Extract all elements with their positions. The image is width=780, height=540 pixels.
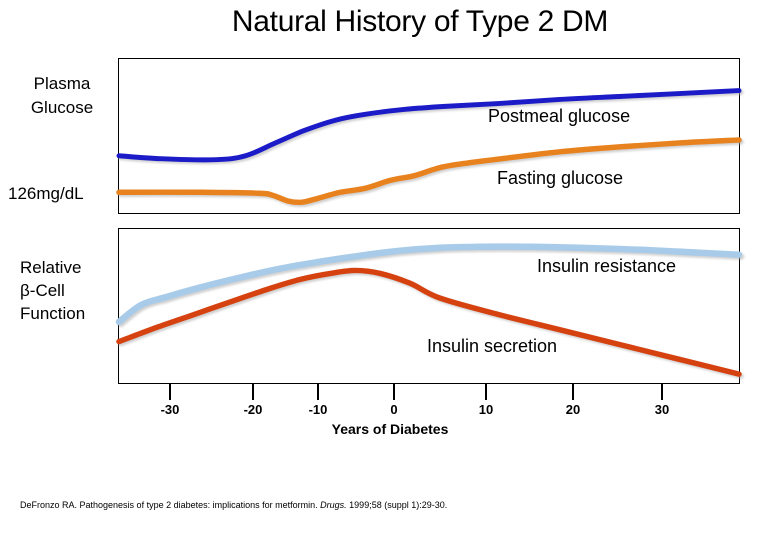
x-tick-label--30: -30	[160, 402, 180, 417]
x-tick-label--10: -10	[308, 402, 328, 417]
citation: DeFronzo RA. Pathogenesis of type 2 diab…	[20, 500, 447, 510]
x-tick-label-20: 20	[565, 402, 581, 417]
slide-title: Natural History of Type 2 DM	[231, 5, 609, 38]
beta-cell-chart	[115, 243, 743, 377]
plasma-glucose-chart	[116, 88, 742, 206]
fasting-glucose-curve	[116, 137, 742, 206]
insulin-secretion-curve	[116, 267, 742, 377]
postmeal-glucose-curve	[116, 88, 742, 163]
insulin-resistance-curve	[115, 243, 743, 326]
x-axis-title: Years of Diabetes	[331, 421, 449, 437]
x-tick-20	[572, 383, 574, 400]
x-tick--20	[252, 383, 254, 400]
plasma-glucose-panel: Postmeal glucose Fasting glucose	[116, 58, 742, 214]
x-tick-30	[661, 383, 663, 400]
x-tick--10	[317, 383, 319, 400]
x-tick-0	[393, 383, 395, 400]
beta-cell-panel: Insulin resistance Insulin secretion	[115, 228, 743, 384]
citation-pre: DeFronzo RA. Pathogenesis of type 2 diab…	[20, 500, 321, 510]
citation-post: 1999;58 (suppl 1):29-30.	[346, 500, 448, 510]
x-tick--30	[169, 383, 171, 400]
x-tick-label--20: -20	[243, 402, 263, 417]
x-tick-10	[485, 383, 487, 400]
x-tick-label-0: 0	[390, 402, 398, 417]
beta-cell-function-axis-label: Relative β-Cell Function	[20, 258, 86, 323]
postmeal-glucose-label: Postmeal glucose	[488, 106, 631, 126]
x-axis: -30 -20 -10 0 10 20 30	[118, 383, 740, 423]
x-tick-label-10: 10	[478, 402, 494, 417]
insulin-secretion-label: Insulin secretion	[427, 336, 558, 356]
x-tick-label-30: 30	[654, 402, 670, 417]
plasma-glucose-axis-label: Plasma Glucose	[30, 74, 94, 117]
citation-journal: Drugs.	[320, 500, 347, 510]
insulin-resistance-label: Insulin resistance	[537, 256, 677, 276]
glucose-threshold-label: 126mg/dL	[8, 184, 84, 203]
fasting-glucose-label: Fasting glucose	[497, 168, 624, 188]
